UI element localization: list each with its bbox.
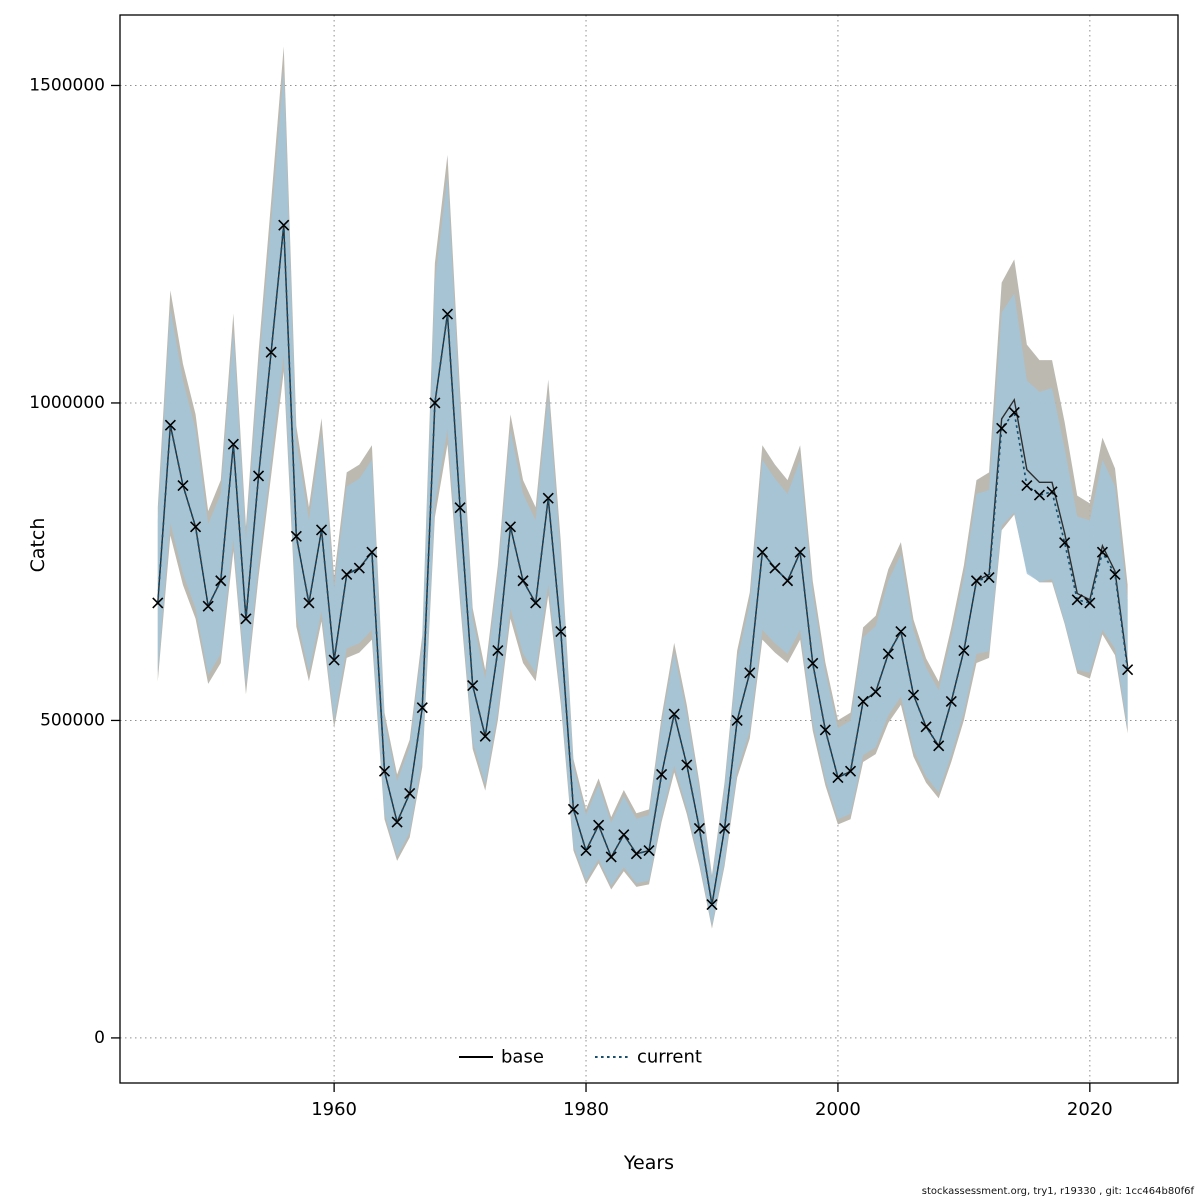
y-tick-label: 500000: [40, 710, 105, 730]
x-tick-label: 1960: [311, 1099, 357, 1120]
x-tick-label: 1980: [563, 1099, 609, 1120]
footer-credit: stockassessment.org, try1, r19330 , git:…: [921, 1186, 1194, 1197]
x-tick-label: 2000: [815, 1099, 861, 1120]
x-tick-label: 2020: [1067, 1099, 1113, 1120]
x-axis-label: Years: [623, 1152, 675, 1174]
y-tick-label: 0: [94, 1028, 105, 1048]
y-tick-label: 1500000: [29, 75, 105, 95]
grid: [120, 15, 1178, 1083]
fit-line-current: [156, 225, 1129, 905]
y-tick-label: 1000000: [29, 393, 105, 413]
axes: 0 500000 1000000 1500000 1960 1980 2000 2020: [29, 14, 1179, 1120]
legend-label-current: current: [637, 1047, 702, 1068]
legend-label-base: base: [501, 1047, 544, 1068]
observation-markers: [152, 219, 1134, 911]
confidence-band-current: [157, 70, 1128, 926]
y-axis-label: Catch: [27, 517, 49, 573]
legend: base current: [459, 1047, 702, 1068]
